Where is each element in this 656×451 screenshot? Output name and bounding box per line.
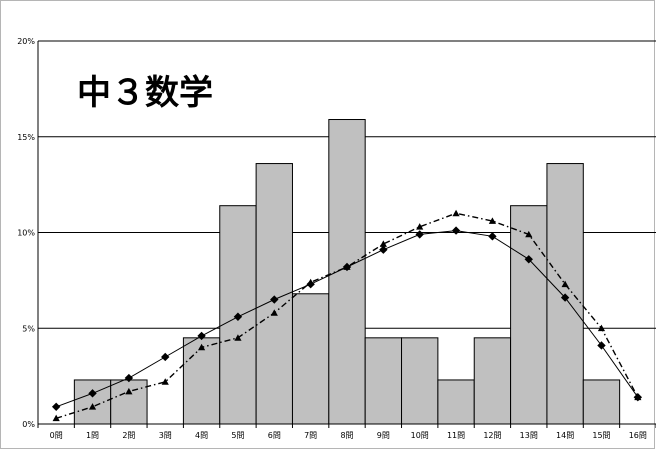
point-marker (379, 245, 388, 254)
point-marker (51, 402, 61, 411)
x-tick-label: 3問 (159, 431, 172, 440)
bar (291, 293, 330, 425)
bar-series (73, 119, 621, 425)
y-tick-label: 0% (22, 420, 35, 429)
point-marker (125, 387, 133, 395)
point-marker (307, 278, 315, 286)
point-marker (343, 263, 351, 270)
chart-title: 中３数学 (77, 73, 213, 113)
y-tick-labels: 0% 5% 10% 15% 20% (17, 37, 35, 429)
bar (182, 337, 221, 425)
point-marker (597, 324, 606, 332)
point-marker (451, 226, 461, 235)
x-tick-label: 2問 (122, 431, 135, 440)
bar (364, 337, 403, 425)
x-tick-label: 8問 (340, 431, 353, 440)
bar (473, 337, 512, 425)
point-marker (270, 295, 279, 304)
point-marker (270, 309, 278, 316)
bar (510, 205, 548, 425)
x-tick-label: 14問 (556, 431, 574, 440)
x-tick-labels: 0問 1問 2問 3問 4問 5問 6問 7問 8問 9問 10問 11問 12問 13問 14問 15問 16… (50, 431, 647, 440)
bar (110, 379, 148, 425)
point-marker (561, 280, 569, 288)
x-tick-label: 7問 (304, 431, 317, 440)
point-marker (52, 414, 60, 422)
point-marker (488, 232, 497, 241)
y-tick-label: 10% (17, 229, 35, 238)
x-tick-label: 4問 (195, 431, 208, 440)
point-marker (634, 393, 642, 401)
x-tick-label: 9問 (377, 431, 390, 440)
point-marker (161, 378, 169, 385)
x-tick-label: 16問 (629, 431, 647, 440)
x-tick-label: 12問 (483, 431, 501, 440)
y-tick-label: 20% (17, 37, 35, 46)
point-marker (488, 217, 497, 224)
x-tick-label: 10問 (411, 431, 429, 440)
x-tick-label: 11問 (447, 431, 465, 440)
point-marker (524, 255, 533, 264)
bar (582, 379, 621, 425)
point-marker (597, 341, 606, 350)
point-marker (124, 373, 134, 383)
point-marker (560, 293, 570, 302)
x-tick-label: 15問 (592, 431, 610, 440)
point-marker (525, 230, 533, 238)
point-marker (415, 230, 424, 239)
axes (37, 41, 656, 428)
x-tick-label: 0問 (50, 431, 63, 440)
point-marker (233, 312, 243, 321)
point-marker (88, 389, 97, 398)
point-marker (234, 334, 242, 341)
bar (73, 379, 112, 425)
point-marker (161, 352, 170, 362)
x-tick-label: 1問 (86, 431, 99, 440)
bar (437, 379, 475, 425)
x-tick-label: 13問 (520, 431, 538, 440)
point-marker (379, 240, 387, 247)
y-tick-label: 15% (17, 133, 35, 142)
point-marker (197, 343, 206, 351)
x-tick-label: 5問 (231, 431, 244, 440)
x-tick-label: 6問 (268, 431, 281, 440)
bar (401, 337, 439, 425)
point-marker (416, 223, 424, 230)
line-series (51, 209, 643, 422)
point-marker (452, 209, 460, 217)
y-tick-label: 5% (22, 324, 35, 333)
point-marker (197, 331, 206, 341)
point-marker (88, 403, 97, 410)
